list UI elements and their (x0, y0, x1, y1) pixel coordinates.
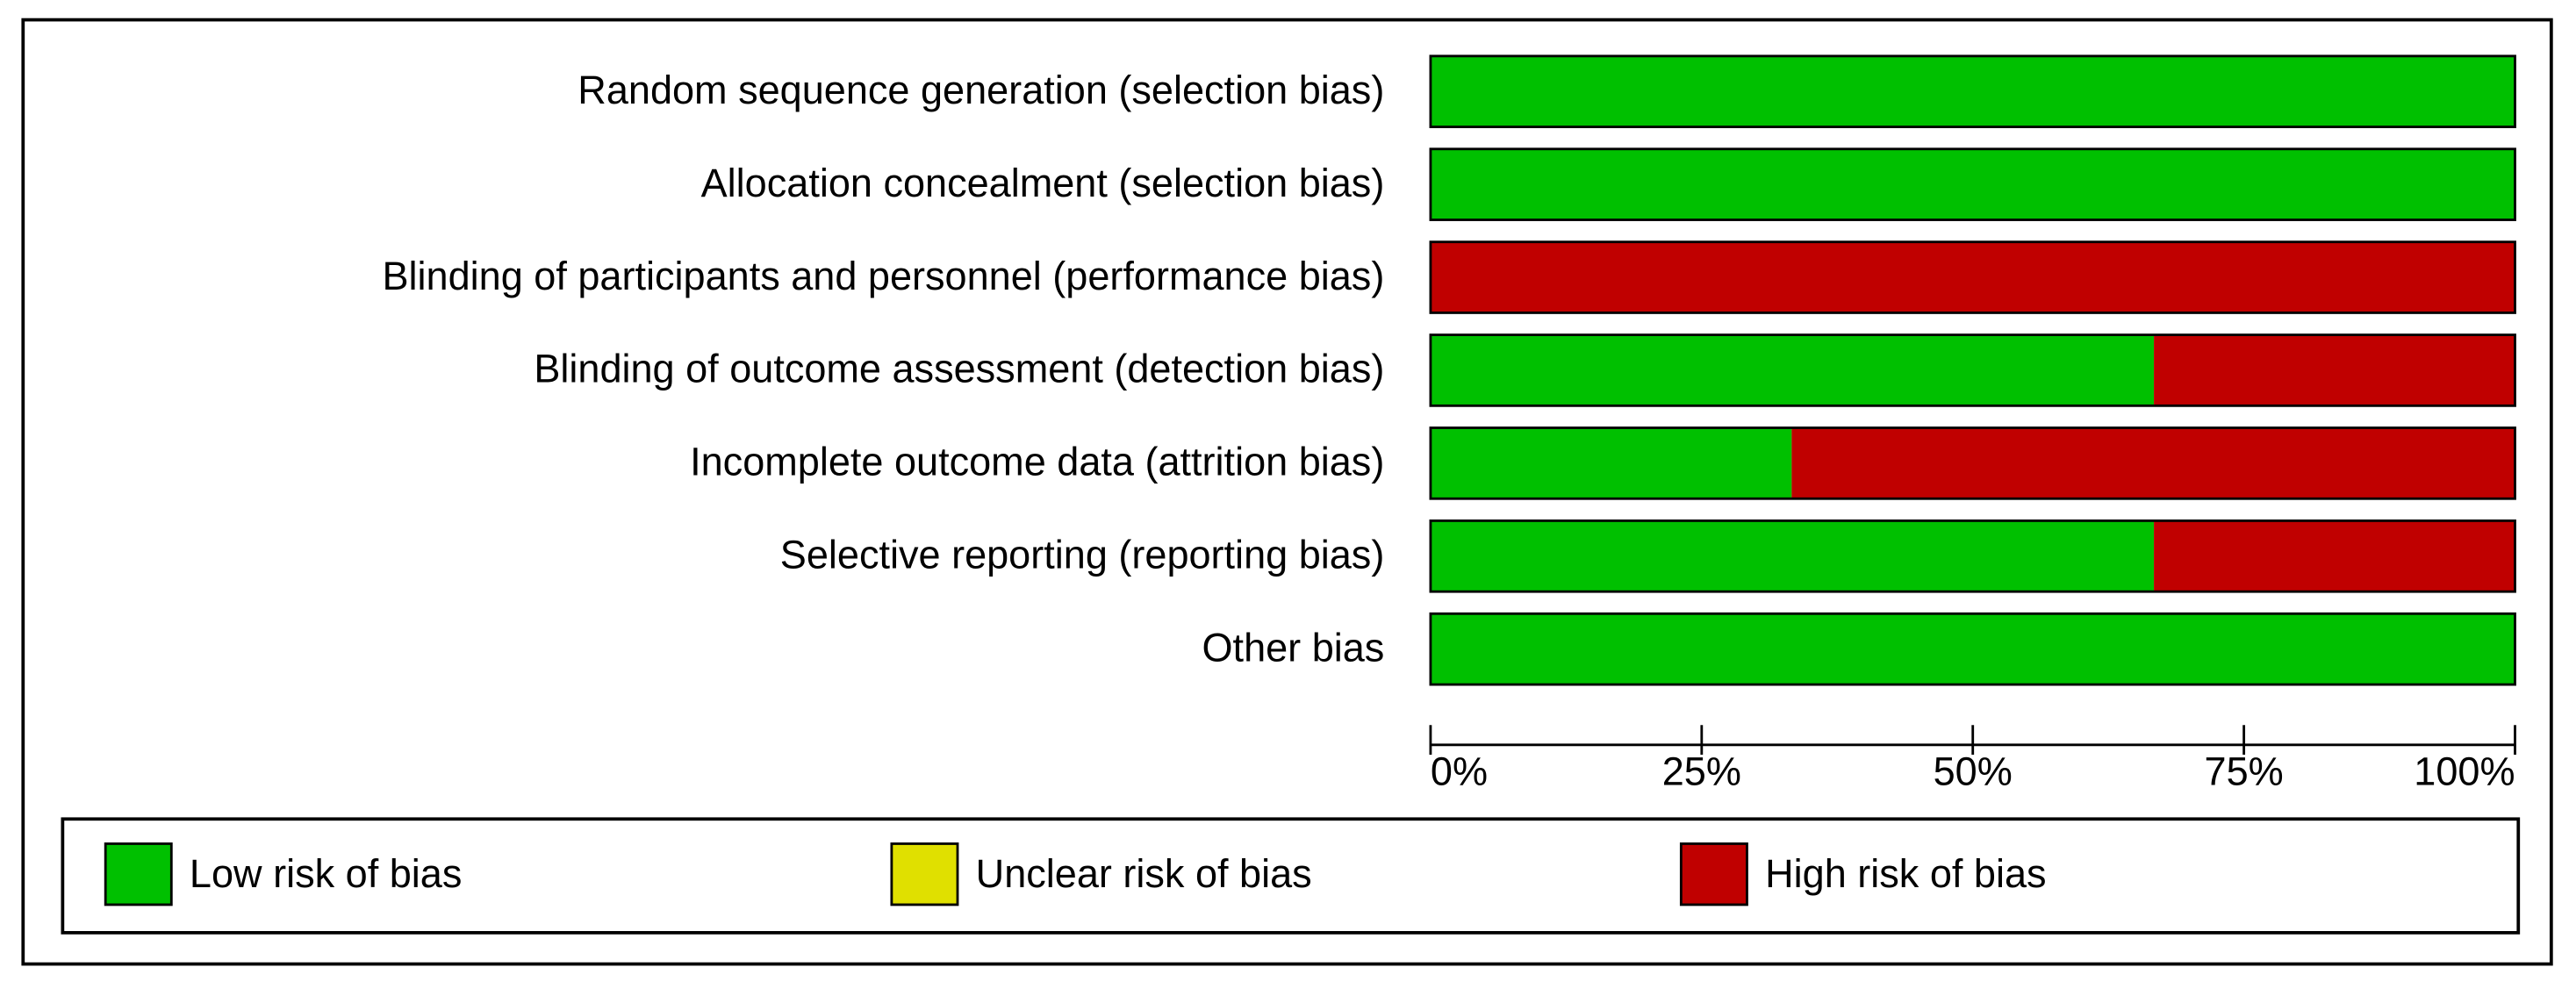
category-label: Selective reporting (reporting bias) (780, 533, 1385, 577)
bar-segment (1430, 520, 2155, 592)
category-label: Random sequence generation (selection bi… (578, 68, 1384, 112)
bar-outline (1429, 519, 2516, 593)
category-label: Other bias (1202, 625, 1385, 670)
legend-swatch (890, 842, 959, 906)
bar-segment (1430, 334, 2155, 406)
category-label: Blinding of participants and personnel (… (383, 254, 1385, 298)
x-tick-label: 100% (2414, 749, 2515, 794)
category-label: Incomplete outcome data (attrition bias) (690, 440, 1384, 484)
legend-swatch (104, 842, 173, 906)
bar-outline (1429, 54, 2516, 129)
x-tick-label: 0% (1431, 749, 1488, 794)
bar-outline (1429, 612, 2516, 686)
category-label: Allocation concealment (selection bias) (701, 161, 1385, 205)
x-tick-label: 75% (2205, 749, 2284, 794)
x-tick-label: 50% (1934, 749, 2013, 794)
bar-segment (1430, 427, 1792, 499)
bar-segment (1430, 241, 2515, 313)
bar-segment (2154, 334, 2515, 406)
bar-segment (1430, 55, 2515, 127)
legend-label: Low risk of bias (190, 851, 462, 896)
bar-segment (1430, 613, 2515, 685)
bar-outline (1429, 240, 2516, 314)
x-tick-label: 25% (1662, 749, 1741, 794)
bar-outline (1429, 333, 2516, 407)
bar-segment (1430, 148, 2515, 220)
bar-outline (1429, 426, 2516, 500)
legend-label: Unclear risk of bias (976, 851, 1312, 896)
legend-label: High risk of bias (1765, 851, 2046, 896)
bar-segment (2154, 520, 2515, 592)
legend-frame (61, 817, 2521, 935)
bar-segment (1791, 427, 2515, 499)
bar-outline (1429, 147, 2516, 221)
outer-frame (21, 18, 2553, 966)
category-label: Blinding of outcome assessment (detectio… (534, 347, 1384, 391)
legend-swatch (1679, 842, 1748, 906)
